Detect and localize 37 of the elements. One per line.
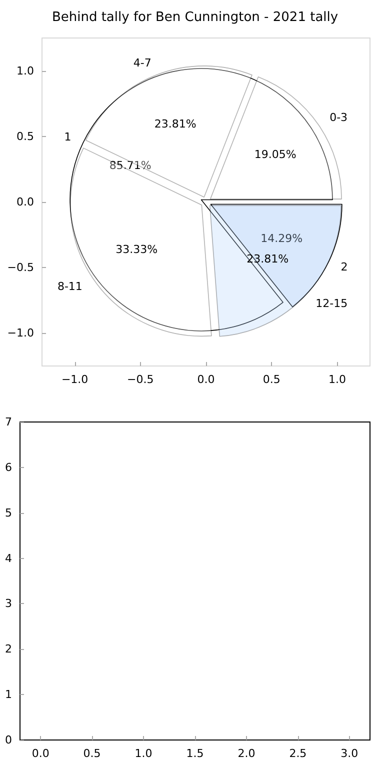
y-tick-label: 7 xyxy=(5,416,12,428)
x-tick-label: 1.0 xyxy=(134,747,152,760)
x-tick-label: −1.0 xyxy=(61,373,88,386)
data-label: 14.29% xyxy=(260,232,303,245)
x-tick-label: 1.5 xyxy=(186,747,204,760)
x-tick-label: 1.0 xyxy=(328,373,346,386)
x-tick-label: 0.0 xyxy=(197,373,215,386)
y-tick-label: 1.0 xyxy=(16,64,34,78)
y-tick-label: 6 xyxy=(5,460,12,474)
x-tick-label: 0.5 xyxy=(83,747,101,760)
slice-label: 2 xyxy=(340,260,348,274)
slice-label: 4-7 xyxy=(133,56,152,70)
y-tick-label: −0.5 xyxy=(7,261,34,274)
y-tick-label: 1 xyxy=(5,688,12,702)
data-label: 19.05% xyxy=(254,148,296,162)
slice-label: 1 xyxy=(64,130,72,144)
y-tick-label: −1.0 xyxy=(7,326,34,340)
chart-title: Behind tally for Ben Cunnington - 2021 tally xyxy=(52,10,338,25)
slice-label: 8-11 xyxy=(57,280,82,293)
data-label: 23.81% xyxy=(154,117,196,130)
y-tick-label: 0.5 xyxy=(16,130,34,143)
data-label: 85.71% xyxy=(109,159,152,172)
x-tick-label: 0.0 xyxy=(32,747,50,760)
y-tick-label: 5 xyxy=(5,506,12,520)
x-tick-label: 0.5 xyxy=(262,373,280,386)
y-tick-label: 2 xyxy=(5,642,12,656)
x-tick-label: −0.5 xyxy=(127,373,154,386)
y-tick-label: 0 xyxy=(5,734,12,746)
y-tick-label: 3 xyxy=(5,597,12,610)
data-label: 33.33% xyxy=(116,242,158,256)
x-tick-label: 2.0 xyxy=(238,747,256,760)
slice-label: 0-3 xyxy=(330,111,348,124)
x-tick-label: 3.0 xyxy=(340,747,358,760)
x-tick-label: 2.5 xyxy=(289,747,307,760)
slice-label: 12-15 xyxy=(316,297,348,310)
y-tick-label: 0.0 xyxy=(16,196,34,208)
y-tick-label: 4 xyxy=(5,552,12,565)
